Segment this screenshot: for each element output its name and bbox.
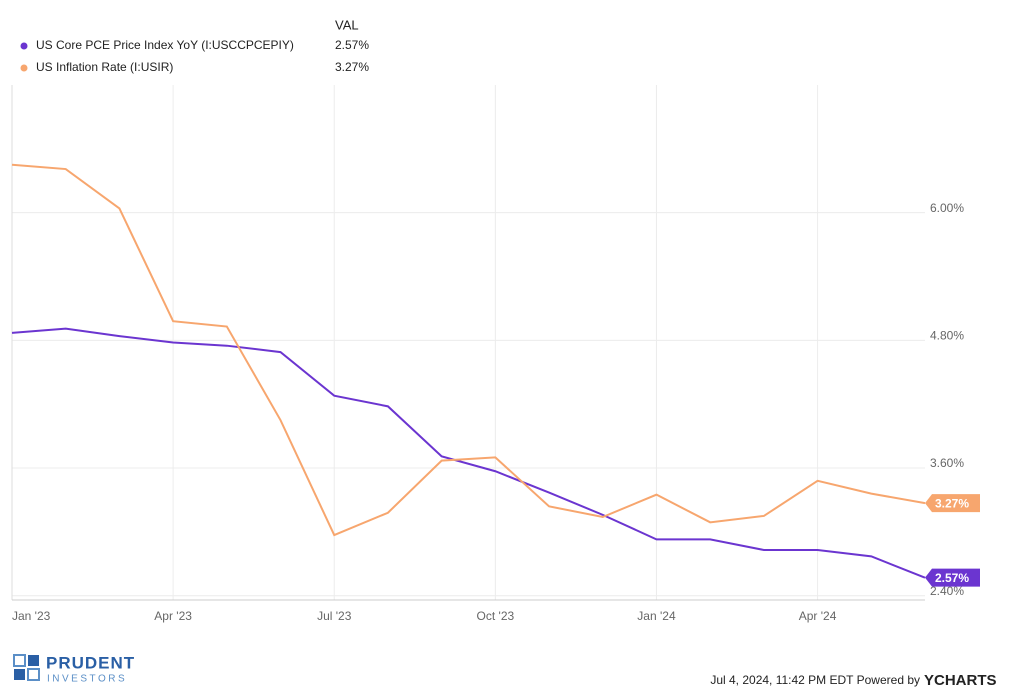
logo: PRUDENT INVESTORS [13,653,135,685]
x-tick-label: Jan '23 [12,609,51,623]
legend-value: 2.57% [335,38,369,52]
logo-text: PRUDENT [46,653,135,672]
x-tick-label: Apr '23 [154,609,192,623]
legend-value: 3.27% [335,60,369,74]
x-tick-label: Apr '24 [799,609,837,623]
legend-label: US Core PCE Price Index YoY (I:USCCPCEPI… [36,38,294,52]
x-tick-label: Jan '24 [637,609,676,623]
x-tick-label: Jul '23 [317,609,352,623]
end-label: 2.57% [935,571,969,585]
logo-icon [13,654,26,667]
series-line [11,327,926,579]
legend-label: US Inflation Rate (I:USIR) [36,60,173,74]
legend-marker [20,64,28,72]
logo-icon [14,669,25,680]
y-tick-label: 6.00% [930,201,964,215]
logo-icon [27,668,40,681]
end-flag [925,568,980,587]
brand: YCHARTS [924,672,997,689]
end-label: 3.27% [935,496,969,510]
legend-marker [20,42,28,50]
x-tick-label: Oct '23 [477,609,515,623]
end-flag [925,494,980,513]
y-tick-label: 4.80% [930,329,964,343]
logo-icon [28,655,39,666]
y-tick-label: 2.40% [930,584,964,598]
y-tick-label: 3.60% [930,456,964,470]
series-line [11,163,926,537]
legend-header: VAL [335,17,359,32]
timestamp: Jul 4, 2024, 11:42 PM EDT Powered by [710,673,920,687]
logo-text: INVESTORS [47,674,127,685]
